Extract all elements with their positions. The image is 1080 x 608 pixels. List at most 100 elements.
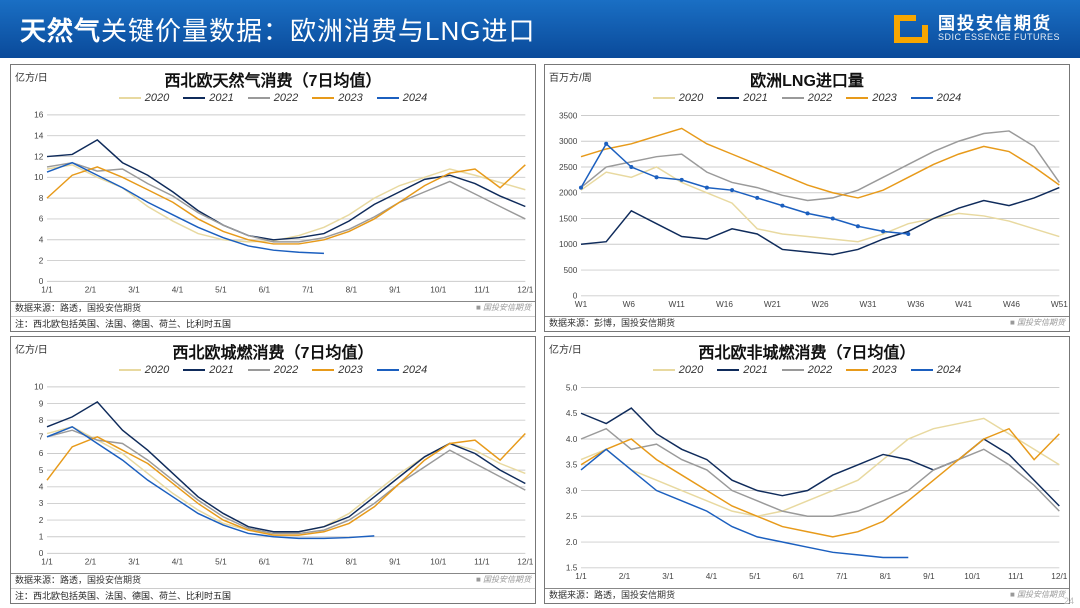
- legend-item: 2020: [119, 92, 169, 104]
- svg-text:3000: 3000: [559, 137, 578, 146]
- svg-text:10: 10: [34, 173, 44, 182]
- brand-logo: 国投安信期货 SDIC ESSENCE FUTURES: [894, 15, 1060, 44]
- chart-plot-area: 02468101214161/12/13/14/15/16/17/18/19/1…: [11, 104, 535, 301]
- source-text: 数据来源：路透，国投安信期货: [15, 303, 141, 315]
- chart-title: 西北欧非城燃消费（7日均值）: [545, 337, 1069, 363]
- page-number: 24: [1064, 596, 1074, 606]
- series-2020: [581, 418, 1059, 516]
- legend-swatch-icon: [248, 97, 270, 99]
- series-2024-marker: [856, 224, 860, 228]
- legend-swatch-icon: [312, 97, 334, 99]
- legend-swatch-icon: [377, 369, 399, 371]
- chart-svg: 02468101214161/12/13/14/15/16/17/18/19/1…: [47, 106, 529, 301]
- legend-label: 2020: [145, 92, 169, 104]
- svg-text:W21: W21: [764, 300, 781, 309]
- svg-text:2/1: 2/1: [619, 572, 631, 581]
- y-axis-label: 亿方/日: [549, 341, 582, 356]
- legend-item: 2020: [119, 364, 169, 376]
- legend-label: 2022: [808, 364, 832, 376]
- svg-text:6/1: 6/1: [793, 572, 805, 581]
- chart-title: 西北欧城燃消费（7日均值）: [11, 337, 535, 363]
- series-2024-marker: [831, 216, 835, 220]
- legend-label: 2023: [338, 92, 362, 104]
- series-2024-marker: [755, 196, 759, 200]
- series-2024-marker: [780, 204, 784, 208]
- legend-label: 2024: [937, 92, 961, 104]
- svg-text:6: 6: [39, 215, 44, 224]
- title-emphasis: 天然气: [20, 16, 101, 46]
- svg-text:11/1: 11/1: [474, 285, 490, 294]
- svg-text:7: 7: [39, 433, 44, 442]
- watermark-text: ■ 国投安信期货: [476, 575, 531, 585]
- series-2024-marker: [705, 186, 709, 190]
- svg-text:1: 1: [39, 532, 44, 541]
- logo-text: 国投安信期货 SDIC ESSENCE FUTURES: [938, 15, 1060, 44]
- legend-label: 2024: [937, 364, 961, 376]
- svg-text:4.0: 4.0: [566, 435, 578, 444]
- legend-item: 2020: [653, 364, 703, 376]
- svg-text:8: 8: [39, 194, 44, 203]
- slide-title: 天然气关键价量数据：欧洲消费与LNG进口: [20, 11, 535, 48]
- legend-label: 2021: [743, 364, 767, 376]
- chart-legend: 20202021202220232024: [545, 363, 1069, 376]
- legend-label: 2024: [403, 364, 427, 376]
- legend-swatch-icon: [248, 369, 270, 371]
- svg-text:W1: W1: [575, 300, 588, 309]
- legend-label: 2022: [274, 364, 298, 376]
- svg-text:1/1: 1/1: [41, 557, 53, 566]
- svg-text:6/1: 6/1: [259, 557, 271, 566]
- chart-legend: 20202021202220232024: [11, 91, 535, 104]
- svg-text:8: 8: [39, 416, 44, 425]
- legend-item: 2021: [717, 364, 767, 376]
- legend-label: 2023: [872, 92, 896, 104]
- svg-text:7/1: 7/1: [302, 285, 314, 294]
- legend-label: 2021: [209, 364, 233, 376]
- svg-text:5/1: 5/1: [215, 557, 227, 566]
- chart-plot-area: 0123456789101/12/13/14/15/16/17/18/19/11…: [11, 376, 535, 573]
- series-2024-marker: [730, 188, 734, 192]
- legend-label: 2024: [403, 92, 427, 104]
- svg-text:8/1: 8/1: [346, 285, 358, 294]
- legend-swatch-icon: [717, 369, 739, 371]
- svg-text:2: 2: [39, 516, 44, 525]
- legend-label: 2020: [679, 364, 703, 376]
- y-axis-label: 亿方/日: [15, 341, 48, 356]
- svg-text:9/1: 9/1: [389, 285, 401, 294]
- svg-text:5.0: 5.0: [566, 383, 578, 392]
- legend-swatch-icon: [653, 369, 675, 371]
- chart-svg: 0123456789101/12/13/14/15/16/17/18/19/11…: [47, 378, 529, 573]
- chart-plot-area: 1.52.02.53.03.54.04.55.01/12/13/14/15/16…: [545, 376, 1069, 588]
- header-bar: 天然气关键价量数据：欧洲消费与LNG进口 国投安信期货 SDIC ESSENCE…: [0, 0, 1080, 58]
- chart-title: 欧洲LNG进口量: [545, 65, 1069, 91]
- legend-label: 2021: [743, 92, 767, 104]
- svg-text:1/1: 1/1: [41, 285, 53, 294]
- legend-item: 2022: [782, 364, 832, 376]
- svg-text:7/1: 7/1: [836, 572, 848, 581]
- svg-text:11/1: 11/1: [474, 557, 490, 566]
- svg-text:9/1: 9/1: [923, 572, 935, 581]
- series-2024: [47, 427, 374, 539]
- svg-text:9: 9: [39, 399, 44, 408]
- logo-cn: 国投安信期货: [938, 15, 1060, 34]
- svg-text:10/1: 10/1: [430, 557, 446, 566]
- svg-text:10/1: 10/1: [430, 285, 446, 294]
- logo-mark-icon: [894, 15, 928, 43]
- chart-title: 西北欧天然气消费（7日均值）: [11, 65, 535, 91]
- legend-item: 2024: [911, 92, 961, 104]
- series-2020: [581, 167, 1059, 242]
- svg-text:4/1: 4/1: [706, 572, 718, 581]
- svg-text:3500: 3500: [559, 111, 578, 120]
- chart-source-note: 数据来源：路透，国投安信期货■ 国投安信期货: [545, 588, 1069, 603]
- series-2022: [47, 163, 525, 242]
- chart-source-note: 数据来源：彭博，国投安信期货■ 国投安信期货: [545, 316, 1069, 331]
- svg-text:2/1: 2/1: [85, 285, 97, 294]
- chart-source-note: 数据来源：路透，国投安信期货■ 国投安信期货: [11, 573, 535, 588]
- legend-swatch-icon: [846, 97, 868, 99]
- legend-label: 2020: [145, 364, 169, 376]
- legend-item: 2021: [183, 364, 233, 376]
- legend-item: 2023: [846, 92, 896, 104]
- svg-text:4/1: 4/1: [172, 557, 184, 566]
- svg-text:W16: W16: [716, 300, 733, 309]
- svg-text:9/1: 9/1: [389, 557, 401, 566]
- legend-item: 2023: [312, 364, 362, 376]
